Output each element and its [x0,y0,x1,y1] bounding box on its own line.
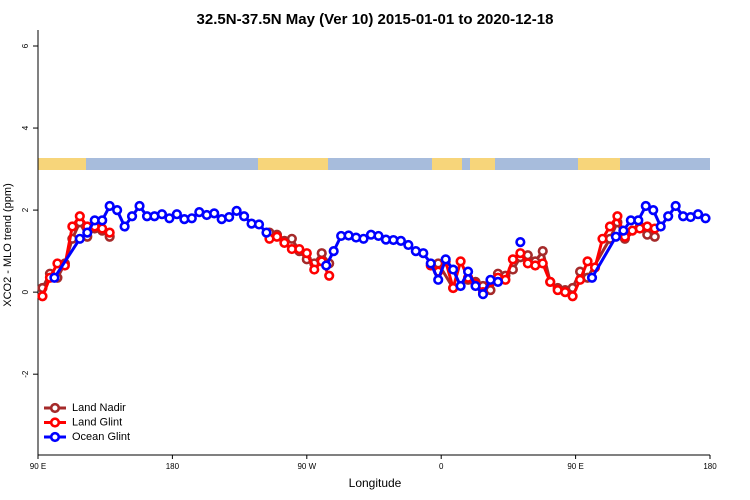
point [418,248,429,259]
point [294,243,305,255]
point [700,213,711,224]
point [655,221,666,232]
point [321,260,332,271]
point [470,280,481,292]
point [649,231,660,242]
y-tick-label: -2 [21,370,30,378]
point [515,236,526,248]
point [537,246,548,257]
point [104,200,115,212]
point [492,276,504,287]
point [74,211,85,222]
point [567,291,578,302]
point [37,291,48,302]
legend-label: Land Nadir [72,402,126,414]
x-tick-label: 90 E [567,462,583,471]
point [670,200,681,212]
point [238,211,250,222]
point [633,215,644,226]
legend-label: Land Glint [72,416,122,428]
y-tick-label: 2 [21,207,30,212]
point [261,227,272,238]
legend-label: Ocean Glint [72,431,130,443]
x-tick-label: 90 E [30,462,46,471]
point [433,274,444,285]
point [395,235,406,246]
x-axis-label: Longitude [349,476,402,490]
point [156,209,168,220]
y-axis-label: XCO2 - MLO trend (ppm) [2,183,14,306]
series-line [41,213,656,299]
point [279,237,290,249]
point [112,204,123,216]
point [97,215,108,226]
point [477,289,489,300]
x-tick-label: 0 [439,462,444,471]
point [209,208,220,219]
y-tick-label: 6 [21,43,30,48]
point [82,227,93,238]
point [324,270,335,281]
point [537,258,548,269]
point [224,211,235,223]
point [49,272,60,283]
point [640,200,651,212]
point [358,233,369,244]
point [648,204,659,216]
point [612,211,623,222]
point [403,239,414,251]
point [301,248,312,259]
point [309,264,320,275]
point [373,230,384,242]
point [545,276,556,287]
point [440,254,451,265]
legend-marker [49,417,61,428]
point [448,264,459,275]
land-ocean-strip [38,158,710,170]
x-tick-label: 180 [166,462,180,471]
point [604,221,616,232]
point [104,227,115,238]
legend-marker [49,431,61,443]
y-tick-label: 0 [21,289,30,294]
point [67,221,78,232]
point [507,254,518,265]
point [560,287,571,298]
point [186,213,197,224]
point [119,221,130,232]
point [126,211,138,222]
x-tick-label: 90 W [297,462,316,471]
point [455,280,466,292]
point [425,258,436,269]
chart-title: 32.5N-37.5N May (Ver 10) 2015-01-01 to 2… [197,11,554,28]
point [582,256,593,267]
point [134,200,145,212]
point [462,266,474,277]
point [574,274,586,285]
point [271,231,283,242]
legend-marker [49,402,61,414]
point [316,248,327,259]
point [171,209,182,220]
y-tick-label: 4 [21,125,30,130]
point [618,225,629,236]
point [586,272,598,283]
point [231,205,242,217]
point [74,233,85,244]
point [253,219,265,230]
point [286,233,297,244]
x-tick-label: 180 [703,462,717,471]
point [164,213,175,224]
point [597,233,608,244]
point [663,211,674,222]
point [692,209,704,220]
point [515,248,526,259]
point [610,231,622,242]
point [455,256,466,267]
point [328,246,339,257]
